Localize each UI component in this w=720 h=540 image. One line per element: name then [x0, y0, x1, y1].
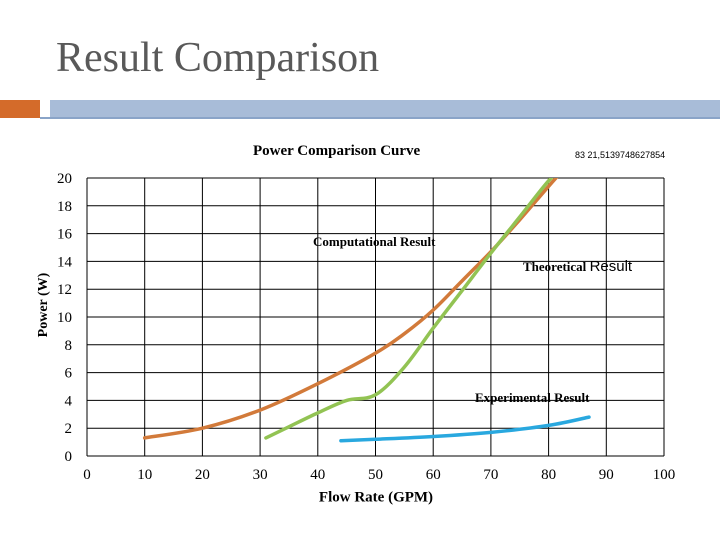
y-tick-label: 14 — [57, 254, 73, 270]
x-tick-label: 50 — [368, 467, 383, 483]
x-tick-label: 70 — [483, 467, 498, 483]
annotation-computational: Computational Result — [313, 234, 436, 249]
x-tick-label: 100 — [653, 467, 676, 483]
x-tick-label: 90 — [599, 467, 614, 483]
y-tick-label: 8 — [65, 338, 73, 354]
x-tick-label: 60 — [426, 467, 441, 483]
series-line-experimental — [339, 415, 591, 443]
x-tick-label: 10 — [137, 467, 152, 483]
annotation-theoretical: Theoretical Result — [523, 258, 632, 275]
x-tick-label: 80 — [541, 467, 556, 483]
x-tick-label: 30 — [253, 467, 268, 483]
y-tick-label: 12 — [57, 282, 72, 298]
accent-bar-orange — [0, 100, 40, 118]
slide-title: Result Comparison — [56, 35, 380, 81]
x-tick-label: 40 — [310, 467, 325, 483]
series-line-theoretical — [264, 178, 554, 440]
x-axis-label: Flow Rate (GPM) — [318, 489, 434, 506]
corner-note: 83 21,5139748627854 — [575, 150, 666, 160]
y-tick-label: 18 — [57, 199, 72, 215]
y-tick-label: 2 — [65, 421, 73, 437]
x-tick-label: 20 — [195, 467, 210, 483]
accent-bar-blue — [50, 100, 720, 118]
y-tick-label: 10 — [57, 310, 72, 326]
annotation-theoretical-prefix: Theoretical — [523, 259, 590, 274]
chart-title: Power Comparison Curve — [253, 143, 421, 159]
accent-bar-underline — [40, 117, 720, 119]
x-tick-label: 0 — [83, 467, 91, 483]
y-tick-label: 16 — [57, 227, 73, 243]
annotation-theoretical-suffix: Result — [589, 258, 633, 275]
annotation-experimental: Experimental Result — [475, 390, 590, 405]
y-tick-label: 0 — [65, 449, 73, 465]
y-tick-label: 4 — [65, 393, 73, 409]
y-tick-label: 6 — [65, 366, 73, 382]
series-line-computational — [142, 178, 559, 440]
y-tick-label: 20 — [57, 171, 72, 187]
